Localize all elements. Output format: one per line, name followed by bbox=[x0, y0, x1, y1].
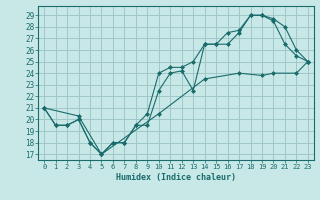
X-axis label: Humidex (Indice chaleur): Humidex (Indice chaleur) bbox=[116, 173, 236, 182]
